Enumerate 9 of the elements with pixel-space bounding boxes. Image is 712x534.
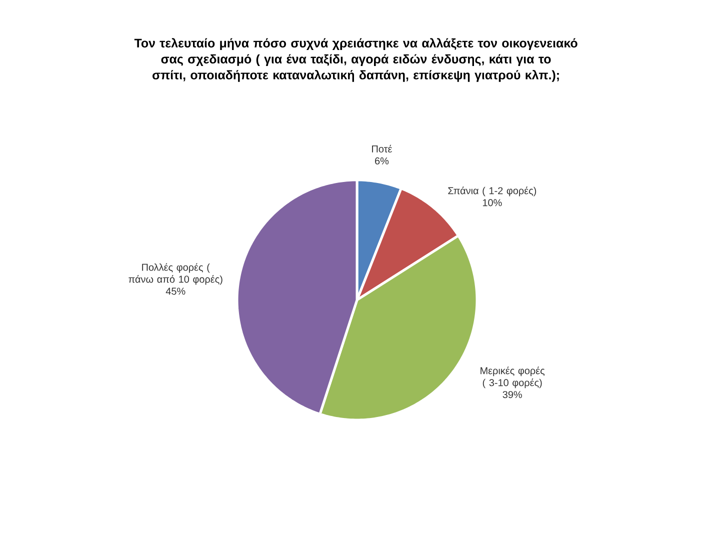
data-label: 39%: [502, 391, 522, 398]
chart-title: Τον τελευταίο μήνα πόσο συχνά χρειάστηκε να αλλάξετε τον οικογενειακό σας σχεδιασμό ( για ένα ταξίδι, αγορά ειδών ένδυσης, κάτι για το σπίτι, οποιαδήποτε καταναλωτική δαπάνη, επίσκεψη γιατρού κλπ.);: [134, 38, 578, 82]
data-label: 10%: [482, 199, 502, 206]
slice-label: Μερικές φορές ( 3-10 φορές): [480, 366, 545, 388]
slice-label: Ποτέ: [372, 144, 392, 152]
data-label: 6%: [375, 157, 389, 164]
slice-label: Σπάνια ( 1-2 φορές): [448, 186, 536, 196]
slice-label: Πολλές φορές ( πάνω από 10 φορές): [128, 263, 222, 285]
data-label: 45%: [166, 288, 186, 295]
